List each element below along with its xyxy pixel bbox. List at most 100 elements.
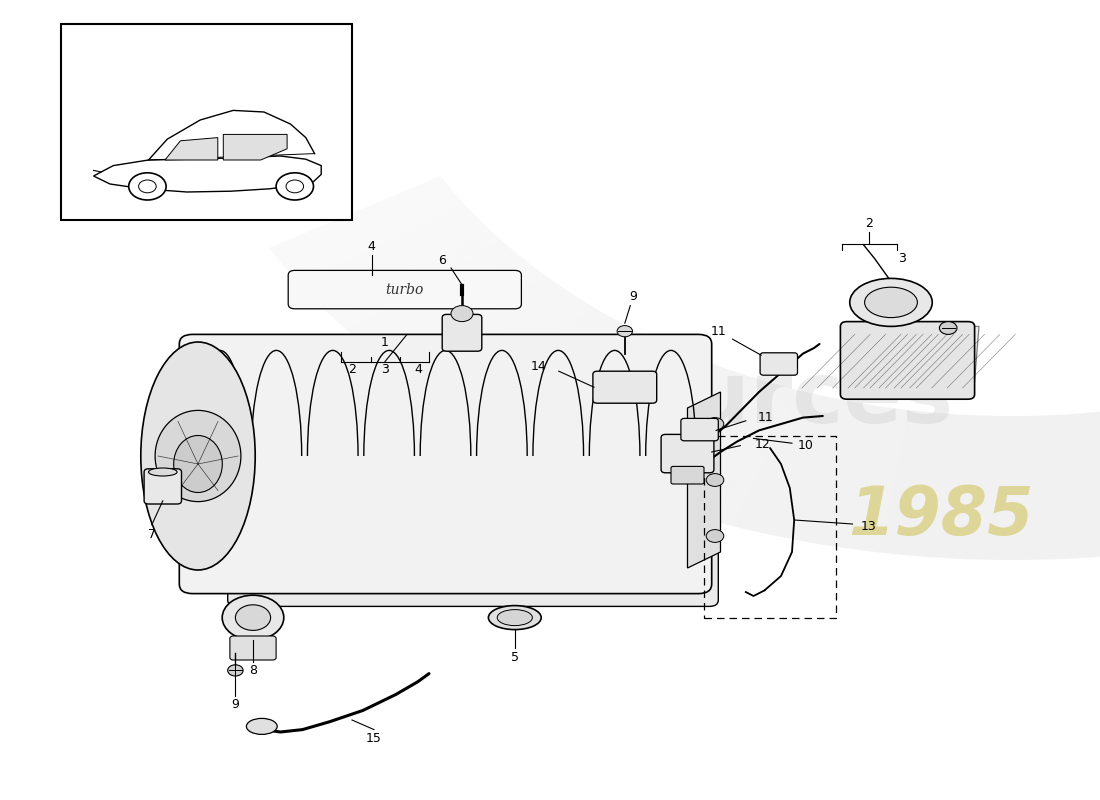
Polygon shape — [983, 416, 993, 560]
Polygon shape — [858, 408, 896, 550]
Polygon shape — [438, 293, 572, 402]
Ellipse shape — [865, 287, 917, 318]
Polygon shape — [519, 329, 636, 449]
Polygon shape — [384, 262, 531, 363]
Polygon shape — [854, 408, 893, 550]
Polygon shape — [748, 393, 812, 530]
Polygon shape — [804, 402, 856, 542]
Polygon shape — [419, 283, 558, 389]
Polygon shape — [724, 388, 794, 525]
Polygon shape — [407, 276, 549, 381]
Polygon shape — [350, 242, 505, 335]
Polygon shape — [708, 385, 781, 521]
Text: turbo: turbo — [386, 282, 424, 297]
Text: 14: 14 — [531, 360, 547, 373]
Polygon shape — [576, 350, 680, 475]
Polygon shape — [270, 176, 442, 250]
Polygon shape — [681, 379, 760, 513]
Polygon shape — [817, 403, 865, 544]
Polygon shape — [768, 396, 827, 535]
Polygon shape — [275, 182, 447, 258]
Polygon shape — [428, 288, 565, 395]
Polygon shape — [565, 346, 671, 470]
Polygon shape — [332, 229, 491, 319]
Polygon shape — [728, 389, 796, 526]
Polygon shape — [1087, 413, 1100, 556]
Polygon shape — [522, 330, 638, 450]
Text: 11: 11 — [758, 411, 773, 424]
Polygon shape — [605, 358, 702, 487]
Polygon shape — [480, 312, 605, 427]
Polygon shape — [613, 361, 707, 490]
Polygon shape — [609, 360, 705, 488]
Polygon shape — [673, 377, 755, 510]
Text: 1985: 1985 — [848, 483, 1033, 549]
Text: 4: 4 — [414, 363, 422, 376]
Polygon shape — [1019, 416, 1025, 560]
Polygon shape — [483, 314, 607, 429]
Polygon shape — [473, 310, 600, 423]
Text: 11: 11 — [711, 325, 726, 338]
Polygon shape — [1000, 416, 1006, 560]
Polygon shape — [870, 410, 906, 552]
Polygon shape — [329, 227, 488, 317]
Text: a par  for: a par for — [482, 473, 684, 511]
Polygon shape — [834, 406, 878, 547]
Polygon shape — [849, 407, 890, 550]
Circle shape — [939, 322, 957, 334]
Polygon shape — [1090, 412, 1100, 556]
Circle shape — [706, 418, 724, 430]
FancyBboxPatch shape — [442, 314, 482, 351]
Polygon shape — [842, 326, 979, 394]
Polygon shape — [1080, 413, 1100, 557]
FancyBboxPatch shape — [179, 334, 712, 594]
Polygon shape — [580, 350, 682, 477]
Circle shape — [706, 530, 724, 542]
Polygon shape — [377, 259, 527, 358]
Polygon shape — [678, 378, 758, 512]
Polygon shape — [958, 415, 974, 559]
Polygon shape — [493, 318, 615, 434]
Polygon shape — [764, 395, 824, 534]
Polygon shape — [908, 413, 935, 556]
Polygon shape — [733, 390, 800, 527]
Polygon shape — [319, 219, 481, 306]
Polygon shape — [720, 387, 791, 524]
Polygon shape — [688, 392, 720, 568]
Polygon shape — [1045, 415, 1059, 559]
Polygon shape — [954, 415, 970, 558]
Text: 15: 15 — [366, 732, 382, 745]
Polygon shape — [279, 186, 450, 264]
Polygon shape — [949, 414, 967, 558]
Polygon shape — [496, 319, 617, 436]
FancyBboxPatch shape — [230, 636, 276, 660]
Polygon shape — [962, 415, 977, 559]
Circle shape — [235, 605, 271, 630]
Ellipse shape — [155, 410, 241, 502]
Polygon shape — [337, 233, 495, 324]
Polygon shape — [704, 384, 779, 520]
Polygon shape — [324, 223, 485, 312]
Polygon shape — [1064, 414, 1084, 558]
Bar — [60, 24, 352, 220]
Polygon shape — [361, 249, 514, 345]
Polygon shape — [499, 321, 620, 438]
Polygon shape — [821, 404, 868, 545]
Polygon shape — [165, 138, 218, 160]
Circle shape — [451, 306, 473, 322]
Polygon shape — [440, 294, 575, 403]
Polygon shape — [293, 198, 461, 279]
Ellipse shape — [497, 610, 532, 626]
Polygon shape — [780, 398, 837, 538]
Polygon shape — [284, 190, 454, 269]
Polygon shape — [516, 328, 634, 447]
FancyBboxPatch shape — [760, 353, 798, 375]
Polygon shape — [466, 306, 594, 419]
Polygon shape — [534, 334, 647, 455]
Polygon shape — [642, 370, 730, 501]
Polygon shape — [412, 279, 553, 385]
Polygon shape — [1084, 413, 1100, 556]
Polygon shape — [460, 303, 590, 415]
Polygon shape — [1070, 414, 1092, 558]
Polygon shape — [1074, 414, 1097, 558]
